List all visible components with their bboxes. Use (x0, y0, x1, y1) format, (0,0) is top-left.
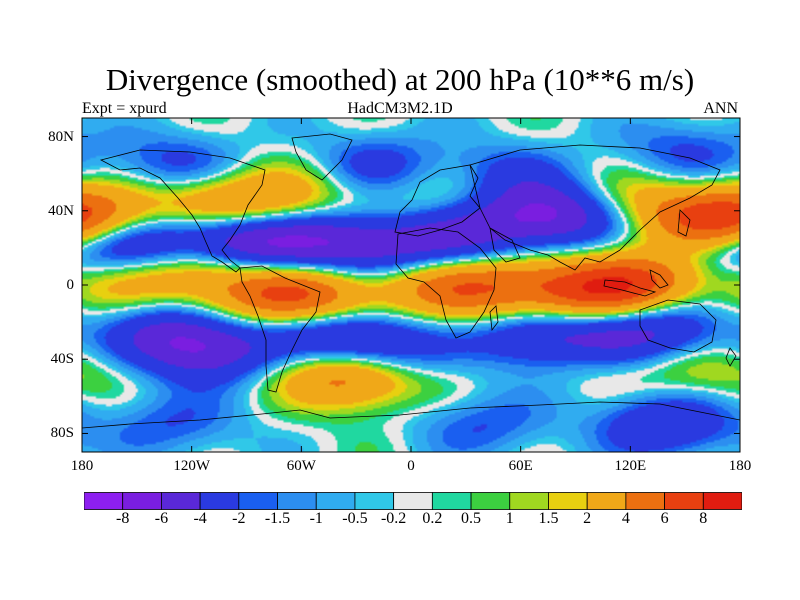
lon-label-2: 60W (286, 458, 316, 474)
lat-label-3: 40S (50, 351, 74, 368)
colorbar-box-7 (354, 492, 395, 510)
colorbar-label-1: -6 (154, 510, 169, 527)
colorbar-label-10: 1 (505, 510, 514, 527)
lat-label-2: 0 (66, 277, 75, 293)
colorbar-box-2 (161, 492, 201, 510)
divergence-field (82, 118, 740, 452)
lon-label-6: 180 (728, 458, 752, 474)
colorbar (84, 492, 742, 510)
coastlines (82, 133, 740, 429)
colorbar-label-12: 2 (583, 510, 592, 527)
lat-label-0: 80N (48, 128, 74, 145)
season-label: ANN (703, 100, 738, 117)
colorbar-label-6: -0.5 (342, 510, 368, 527)
colorbar-label-14: 6 (660, 510, 669, 527)
colorbar-label-8: 0.2 (422, 510, 443, 527)
colorbar-box-13 (586, 492, 627, 510)
colorbar-box-15 (664, 492, 704, 510)
colorbar-label-0: -8 (116, 510, 130, 527)
colorbar-box-6 (315, 492, 356, 510)
colorbar-label-13: 4 (621, 510, 630, 527)
experiment-label: Expt = xpurd (82, 100, 167, 117)
lon-label-4: 60E (508, 458, 533, 474)
colorbar-box-5 (277, 492, 317, 510)
colorbar-box-8 (393, 492, 433, 510)
colorbar-box-16 (702, 492, 742, 510)
colorbar-box-10 (470, 492, 511, 510)
colorbar-label-2: -4 (193, 510, 207, 527)
colorbar-label-15: 8 (699, 510, 708, 527)
lon-label-5: 120E (614, 458, 647, 474)
lon-label-1: 120W (173, 458, 210, 474)
lon-label-0: 180 (70, 458, 94, 474)
colorbar-box-9 (431, 492, 472, 510)
colorbar-box-14 (625, 492, 665, 510)
colorbar-box-0 (84, 492, 124, 510)
colorbar-label-5: -1 (309, 510, 323, 527)
colorbar-box-11 (509, 492, 549, 510)
colorbar-label-4: -1.5 (264, 510, 291, 527)
colorbar-label-7: -0.2 (380, 510, 407, 527)
colorbar-box-12 (548, 492, 588, 510)
colorbar-box-1 (122, 492, 162, 510)
map-title: Divergence (smoothed) at 200 hPa (10**6 … (105, 62, 695, 97)
colorbar-box-4 (238, 492, 278, 510)
lat-label-4: 80S (50, 425, 74, 442)
colorbar-label-9: 0.5 (461, 510, 482, 527)
lat-label-1: 40N (48, 202, 74, 219)
colorbar-label-11: 1.5 (538, 510, 559, 527)
model-label: HadCM3M2.1D (347, 100, 453, 117)
lon-label-3: 0 (407, 458, 415, 474)
colorbar-label-3: -2 (232, 510, 246, 527)
axis-ticks (81, 118, 741, 452)
colorbar-box-3 (199, 492, 240, 510)
